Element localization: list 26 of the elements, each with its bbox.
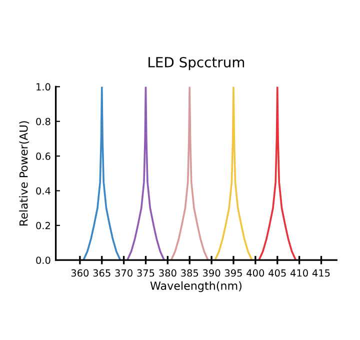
x-tick-label: 380 xyxy=(159,269,176,277)
y-tick-label: 0.2 xyxy=(36,222,50,230)
line-series xyxy=(170,86,209,260)
x-tick-label: 365 xyxy=(93,269,110,277)
chart-title: LED Spcctrum xyxy=(148,56,244,70)
x-axis-title: Wavelength(nm) xyxy=(150,281,242,292)
y-tick-label: 0.0 xyxy=(36,256,50,264)
x-tick-label: 385 xyxy=(181,269,198,277)
x-tick-label: 375 xyxy=(137,269,154,277)
y-tick-label: 0.6 xyxy=(36,152,50,160)
x-tick-label: 405 xyxy=(268,269,286,277)
x-tick-label: 410 xyxy=(290,269,308,277)
y-axis-title: Relative Power(AU) xyxy=(19,121,30,226)
x-tick-label: 415 xyxy=(312,269,330,277)
x-tick-label: 390 xyxy=(203,269,220,277)
x-tick-label: 360 xyxy=(71,269,89,277)
y-tick-label: 0.4 xyxy=(36,187,50,195)
y-tick-label: 1.0 xyxy=(36,83,50,91)
line-series xyxy=(214,86,253,260)
x-tick-label: 370 xyxy=(115,269,132,277)
line-series xyxy=(126,86,166,260)
line-series xyxy=(82,86,122,260)
y-tick-label: 0.8 xyxy=(36,118,50,126)
line-series xyxy=(258,86,297,260)
x-tick-label: 400 xyxy=(246,269,264,277)
x-tick-label: 395 xyxy=(224,269,242,277)
